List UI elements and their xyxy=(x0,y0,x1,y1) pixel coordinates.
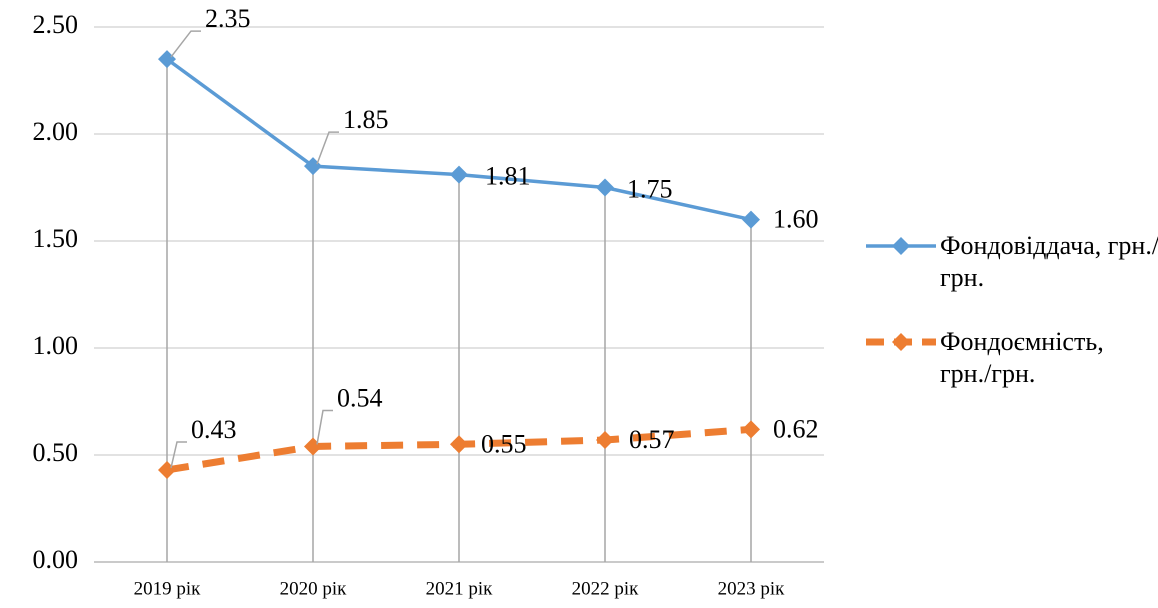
marker xyxy=(158,50,176,69)
legend-entry: Фондоємність, грн./грн. xyxy=(862,326,1158,390)
legend-key xyxy=(866,333,936,351)
data-label: 0.57 xyxy=(629,425,675,454)
marker xyxy=(596,431,614,450)
marker xyxy=(742,210,760,229)
marker xyxy=(450,165,468,184)
legend-key xyxy=(866,237,936,255)
marker xyxy=(450,435,468,454)
y-tick-label: 2.50 xyxy=(33,10,79,39)
x-tick-label: 2019 рік xyxy=(134,578,202,599)
marker xyxy=(596,178,614,197)
x-tick-label: 2022 рік xyxy=(572,578,640,599)
y-tick-label: 2.00 xyxy=(33,117,79,146)
data-label: 1.75 xyxy=(627,174,673,203)
leader-line xyxy=(316,131,339,165)
y-tick-label: 0.50 xyxy=(33,438,79,467)
data-label: 0.55 xyxy=(481,429,527,458)
y-tick-label: 0.00 xyxy=(33,545,79,574)
x-tick-label: 2020 рік xyxy=(280,578,348,599)
legend-entry: Фондовіддача, грн./грн. xyxy=(862,230,1158,294)
x-tick-label: 2021 рік xyxy=(426,578,494,599)
x-tick-label: 2023 рік xyxy=(718,578,786,599)
data-label: 0.54 xyxy=(337,383,383,412)
legend-label: Фондовіддача, грн./грн. xyxy=(940,231,1158,292)
y-tick-label: 1.00 xyxy=(33,331,79,360)
data-label: 1.60 xyxy=(773,205,819,234)
leader-line xyxy=(170,30,201,58)
marker xyxy=(742,420,760,439)
legend-marker xyxy=(892,333,910,351)
data-label: 1.85 xyxy=(343,105,389,134)
data-label: 0.62 xyxy=(773,414,819,443)
marker xyxy=(304,437,322,456)
legend-label: Фондоємність, грн./грн. xyxy=(940,327,1104,388)
data-label: 2.35 xyxy=(205,4,251,33)
marker xyxy=(158,460,176,479)
legend-marker xyxy=(892,237,910,255)
leader-line xyxy=(170,441,187,469)
data-label: 1.81 xyxy=(485,162,531,191)
data-label: 0.43 xyxy=(191,415,237,444)
y-tick-label: 1.50 xyxy=(33,224,79,253)
leader-line xyxy=(316,409,333,445)
